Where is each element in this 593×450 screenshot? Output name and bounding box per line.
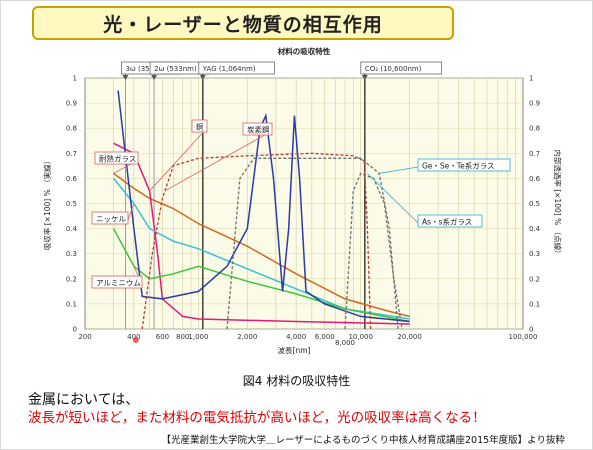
annotation-label: 銅 (196, 122, 204, 132)
laser-marker-label: CO₂ (10,600nm) (365, 65, 422, 73)
chart-title: 材料の吸収特性 (278, 46, 331, 56)
x-tick-label: 8,000 (335, 339, 355, 347)
y-tick-label: 0.8 (66, 125, 77, 133)
annotation-box (191, 119, 208, 133)
x-tick-label: 200 (78, 333, 91, 341)
x-tick-label: 100,000 (509, 333, 538, 341)
y-tick-label-right: 1 (529, 75, 533, 83)
slide-title-box: 光・レーザーと物質の相互作用 (32, 6, 454, 40)
laser-marker-arrow (199, 75, 206, 80)
y-tick-label-right: 0.2 (529, 275, 540, 283)
y-tick-label: 0.5 (66, 200, 77, 208)
y-tick-label-right: 0.7 (529, 150, 540, 158)
annotation-label: As・s系ガラス (422, 217, 472, 227)
annotation-box (91, 211, 129, 225)
x-tick-label: 10,000 (348, 333, 373, 341)
annotation-label: Ge・Se・Te系ガラス (422, 161, 495, 171)
laser-marker-arrow (151, 75, 158, 80)
series-line (113, 177, 410, 320)
x-tick-label: 1,000 (188, 333, 208, 341)
y-tick-label: 0.7 (66, 150, 77, 158)
y-tick-label: 1 (73, 75, 77, 83)
laser-marker-box (360, 61, 442, 75)
y-tick-label-right: 0.4 (529, 225, 541, 233)
annotation-box (242, 122, 273, 136)
source-citation: 【光産業創生大学院大学＿レーザーによるものづくり中核人材育成講座2015年度版】… (161, 435, 565, 446)
y-tick-label: 0.4 (66, 225, 78, 233)
y-tick-label-right: 0.3 (529, 250, 540, 258)
body-text-line2: 波長が短いほど，また材料の電気抵抗が高いほど，光の吸収率は高くなる！ (28, 410, 486, 426)
annotation-leader (149, 127, 208, 192)
figure-caption: 図4 材料の吸収特性 (242, 374, 351, 388)
y-tick-label-right: 0.5 (529, 200, 540, 208)
series-line (117, 90, 410, 323)
y-tick-label-right: 0 (529, 326, 533, 334)
annotation-box (91, 275, 143, 289)
annotation-label: 耐熱ガラス (99, 154, 136, 164)
y-tick-label: 0 (73, 326, 77, 334)
absorption-chart: 材料の吸収特性 3ω (355nm)2ω (533nm) YAG (1,064nm)… (42, 46, 563, 355)
y-axis-title-left: 吸収率 [×100] % （実線） (42, 157, 52, 250)
annotation-leader (127, 203, 135, 221)
y-tick-label-right: 0.6 (529, 175, 541, 183)
slide-title: 光・レーザーと物質の相互作用 (103, 13, 383, 36)
annotation-box (94, 151, 139, 165)
y-tick-label: 0.9 (66, 100, 77, 108)
laser-marker-label: YAG (1,064nm) (202, 65, 256, 73)
body-text-line1: 金属においては、 (28, 392, 140, 408)
y-tick-label-right: 0.8 (529, 125, 540, 133)
series-line (226, 157, 399, 330)
laser-marker-arrow (361, 75, 368, 80)
laser-marker-arrow (122, 75, 129, 80)
x-axis-title: 波長[nm] (278, 345, 311, 355)
series-line (344, 172, 403, 330)
x-tick-label: 800 (176, 333, 189, 341)
annotation-label: アルミニウム (96, 279, 141, 288)
y-axis-title-right: 内部透過率 [×100] % （点線） (553, 149, 563, 257)
annotation-box (417, 158, 511, 172)
y-tick-label: 0.2 (66, 275, 77, 283)
x-tick-label: 400 (127, 333, 140, 341)
annotation-leader (379, 166, 419, 174)
laser-marker-label: 2ω (533nm) (154, 65, 197, 73)
x-tick-label: 6,000 (315, 333, 335, 341)
pointer-dot (132, 337, 139, 343)
y-tick-label-right: 0.9 (529, 100, 540, 108)
x-tick-label: 2,000 (237, 333, 257, 341)
series-line (113, 172, 410, 318)
x-tick-label: 4,000 (286, 333, 306, 341)
series-line (141, 152, 372, 330)
annotation-box (417, 214, 483, 228)
annotation-leader (164, 130, 273, 192)
y-tick-label: 0.3 (66, 250, 77, 258)
x-tick-label: 20,000 (397, 333, 422, 341)
y-tick-label: 0.1 (66, 300, 77, 308)
annotation-leader (367, 173, 419, 224)
laser-marker-label: 3ω (355nm) (125, 65, 168, 73)
x-tick-label: 600 (156, 333, 169, 341)
annotation-label: 炭素鋼 (247, 125, 270, 135)
y-tick-label: 0.6 (66, 175, 78, 183)
laser-marker-box (198, 61, 275, 75)
annotation-label: ニッケル (96, 215, 126, 224)
y-tick-label-right: 0.1 (529, 300, 540, 308)
